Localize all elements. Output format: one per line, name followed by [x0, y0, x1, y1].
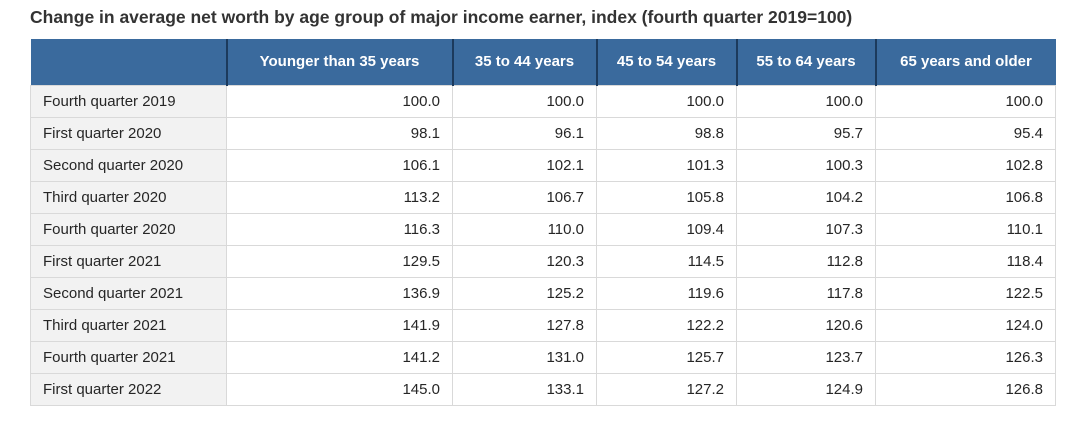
- header-row: Younger than 35 years 35 to 44 years 45 …: [30, 39, 1056, 85]
- table-row: Third quarter 2021 141.9 127.8 122.2 120.6 12…: [30, 308, 1056, 342]
- table-cell: 126.3: [875, 340, 1056, 374]
- table-cell: 100.0: [226, 84, 453, 118]
- table-row: Second quarter 2021 136.9 125.2 119.6 117.8 1…: [30, 276, 1056, 310]
- table-cell: 122.2: [596, 308, 737, 342]
- table-cell: 98.8: [596, 116, 737, 150]
- table-cell: 98.1: [226, 116, 453, 150]
- row-label: First quarter 2021: [30, 244, 227, 278]
- row-label: Fourth quarter 2021: [30, 340, 227, 374]
- table-cell: 131.0: [452, 340, 597, 374]
- table-cell: 145.0: [226, 372, 453, 406]
- table-cell: 100.0: [875, 84, 1056, 118]
- table-cell: 100.0: [596, 84, 737, 118]
- table-cell: 106.7: [452, 180, 597, 214]
- table-row: Fourth quarter 2019 100.0 100.0 100.0 100.0 1…: [30, 84, 1056, 118]
- table-cell: 102.1: [452, 148, 597, 182]
- table-cell: 104.2: [736, 180, 876, 214]
- table-cell: 96.1: [452, 116, 597, 150]
- table-cell: 95.7: [736, 116, 876, 150]
- table-cell: 129.5: [226, 244, 453, 278]
- table-cell: 122.5: [875, 276, 1056, 310]
- row-label: First quarter 2020: [30, 116, 227, 150]
- table-cell: 110.0: [452, 212, 597, 246]
- row-label: Third quarter 2020: [30, 180, 227, 214]
- table-cell: 113.2: [226, 180, 453, 214]
- table-cell: 120.3: [452, 244, 597, 278]
- table-cell: 118.4: [875, 244, 1056, 278]
- table-cell: 124.9: [736, 372, 876, 406]
- table-cell: 127.8: [452, 308, 597, 342]
- net-worth-table-page: Change in average net worth by age group…: [30, 7, 1056, 406]
- table-cell: 141.9: [226, 308, 453, 342]
- table-body: Fourth quarter 2019 100.0 100.0 100.0 100.0 1…: [30, 84, 1056, 406]
- table-cell: 120.6: [736, 308, 876, 342]
- column-header-35-to-44: 35 to 44 years: [451, 39, 597, 85]
- table-cell: 106.8: [875, 180, 1056, 214]
- row-label: Second quarter 2020: [30, 148, 227, 182]
- table-cell: 100.0: [736, 84, 876, 118]
- row-label: First quarter 2022: [30, 372, 227, 406]
- table-cell: 107.3: [736, 212, 876, 246]
- table-cell: 141.2: [226, 340, 453, 374]
- table-cell: 114.5: [596, 244, 737, 278]
- column-header-65-and-older: 65 years and older: [874, 39, 1056, 85]
- table-row: First quarter 2022 145.0 133.1 127.2 124.9 12…: [30, 372, 1056, 406]
- column-header-45-to-54: 45 to 54 years: [595, 39, 737, 85]
- row-label: Third quarter 2021: [30, 308, 227, 342]
- table-cell: 102.8: [875, 148, 1056, 182]
- row-label: Second quarter 2021: [30, 276, 227, 310]
- table-row: First quarter 2021 129.5 120.3 114.5 112.8 11…: [30, 244, 1056, 278]
- table-cell: 110.1: [875, 212, 1056, 246]
- table-row: First quarter 2020 98.1 96.1 98.8 95.7 95.4: [30, 116, 1056, 150]
- table-row: Fourth quarter 2021 141.2 131.0 125.7 123.7 1…: [30, 340, 1056, 374]
- row-label: Fourth quarter 2020: [30, 212, 227, 246]
- table-row: Fourth quarter 2020 116.3 110.0 109.4 107.3 1…: [30, 212, 1056, 246]
- net-worth-table: Younger than 35 years 35 to 44 years 45 …: [30, 39, 1056, 406]
- table-cell: 105.8: [596, 180, 737, 214]
- table-row: Third quarter 2020 113.2 106.7 105.8 104.2 10…: [30, 180, 1056, 214]
- table-cell: 133.1: [452, 372, 597, 406]
- page-title: Change in average net worth by age group…: [30, 7, 853, 27]
- table-cell: 109.4: [596, 212, 737, 246]
- table-cell: 123.7: [736, 340, 876, 374]
- table-cell: 117.8: [736, 276, 876, 310]
- column-header-55-to-64: 55 to 64 years: [735, 39, 876, 85]
- column-header-younger-than-35: Younger than 35 years: [225, 39, 453, 85]
- table-cell: 106.1: [226, 148, 453, 182]
- corner-cell: [30, 39, 227, 85]
- table-cell: 136.9: [226, 276, 453, 310]
- table-cell: 126.8: [875, 372, 1056, 406]
- table-row: Second quarter 2020 106.1 102.1 101.3 100.3 1…: [30, 148, 1056, 182]
- table-cell: 100.3: [736, 148, 876, 182]
- table-cell: 101.3: [596, 148, 737, 182]
- table-cell: 119.6: [596, 276, 737, 310]
- table-cell: 125.7: [596, 340, 737, 374]
- table-cell: 95.4: [875, 116, 1056, 150]
- row-label: Fourth quarter 2019: [30, 84, 227, 118]
- table-cell: 112.8: [736, 244, 876, 278]
- table-cell: 124.0: [875, 308, 1056, 342]
- table-cell: 100.0: [452, 84, 597, 118]
- table-cell: 116.3: [226, 212, 453, 246]
- table-header: Younger than 35 years 35 to 44 years 45 …: [30, 39, 1056, 85]
- table-cell: 125.2: [452, 276, 597, 310]
- table-cell: 127.2: [596, 372, 737, 406]
